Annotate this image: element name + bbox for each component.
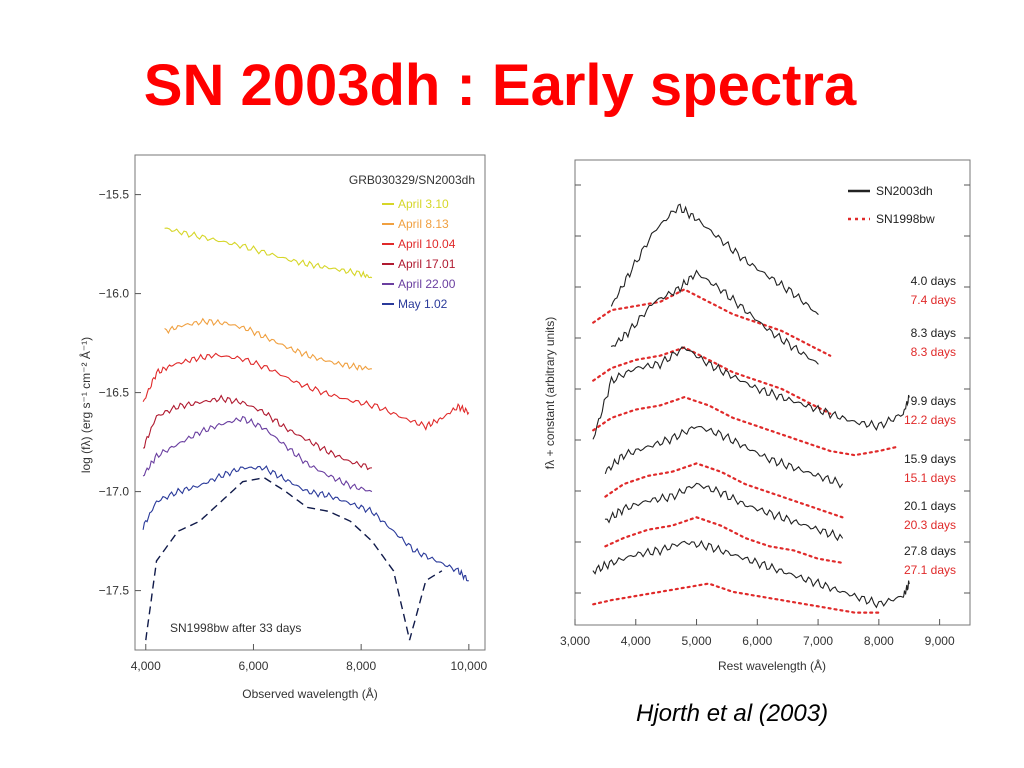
- right-series: [592, 203, 910, 614]
- right-epoch-sn2003dh: 20.1 days: [904, 499, 956, 513]
- right-x-tick-label: 7,000: [803, 634, 833, 648]
- left-legend-label: April 17.01: [398, 257, 456, 271]
- right-series-sn2003dh-4-0-days: [610, 203, 819, 315]
- right-epoch-labels: 4.0 days 7.4 days 8.3 days 8.3 days 9.9 days…: [904, 274, 956, 577]
- right-x-tick-label: 5,000: [682, 634, 712, 648]
- left-series: [142, 227, 470, 641]
- left-x-tick-label: 10,000: [450, 659, 487, 673]
- right-series-sn2003dh-15-9-days: [604, 425, 843, 489]
- right-series-sn1998bw-8-3-days: [592, 346, 832, 415]
- left-series-sn1998bw-after-33-days: [145, 476, 443, 641]
- right-legend: SN2003dh SN1998bw: [848, 184, 935, 226]
- left-legend-label: April 22.00: [398, 277, 456, 291]
- slide-title: SN 2003dh : Early spectra: [143, 53, 857, 118]
- right-epoch-sn2003dh: 4.0 days: [911, 274, 956, 288]
- right-x-tick-label: 3,000: [560, 634, 590, 648]
- left-annotation: SN1998bw after 33 days: [170, 621, 301, 635]
- left-x-tick-label: 4,000: [131, 659, 161, 673]
- left-legend: April 3.10 April 8.13 April 10.04 April 17.…: [382, 197, 456, 311]
- right-series-sn1998bw-7-4-days: [592, 288, 832, 357]
- right-x-tick-label: 8,000: [864, 634, 894, 648]
- right-x-tick-label: 4,000: [621, 634, 651, 648]
- left-y-tick-label: −16.5: [99, 386, 130, 400]
- right-epoch-sn1998bw: 27.1 days: [904, 563, 956, 577]
- left-legend-label: April 3.10: [398, 197, 449, 211]
- right-axes: 3,000 4,000 5,000 6,000 7,000 8,000 9,000: [560, 184, 970, 648]
- right-epoch-sn1998bw: 12.2 days: [904, 413, 956, 427]
- left-spectra-chart: 4,000 6,000 8,000 10,000 −15.5 −16.0 −16.5 −17.…: [78, 154, 488, 701]
- left-legend-label: April 8.13: [398, 217, 449, 231]
- right-series-sn1998bw-12-2-days: [592, 395, 899, 457]
- left-x-tick-label: 6,000: [238, 659, 268, 673]
- right-series-sn1998bw-15-1-days: [604, 462, 844, 519]
- right-x-tick-label: 9,000: [925, 634, 955, 648]
- left-y-tick-label: −15.5: [99, 188, 130, 202]
- citation: Hjorth et al (2003): [636, 700, 829, 727]
- right-legend-label: SN2003dh: [876, 184, 933, 198]
- left-series-april-10-04: [142, 352, 470, 431]
- left-legend-label: May 1.02: [398, 297, 448, 311]
- right-y-axis-label: fλ + constant (arbitrary units): [543, 317, 557, 469]
- right-series-sn2003dh-20-1-days: [604, 482, 843, 542]
- right-series-sn2003dh-9-9-days: [592, 346, 910, 440]
- right-plot-frame: [574, 159, 971, 626]
- left-y-axis-label: log (fλ) (erg s⁻¹ cm⁻² Å⁻¹): [78, 337, 93, 473]
- left-x-tick-label: 8,000: [346, 659, 376, 673]
- left-axes: 4,000 6,000 8,000 10,000 −15.5 −16.0 −16.5 −17.…: [99, 188, 488, 673]
- right-epoch-sn2003dh: 27.8 days: [904, 544, 956, 558]
- left-series-may-1-02: [142, 465, 469, 582]
- right-epoch-sn2003dh: 8.3 days: [911, 326, 956, 340]
- left-series-april-17-01: [142, 394, 372, 471]
- left-plot-frame: [134, 154, 486, 651]
- right-series-sn1998bw-27-1-days: [592, 582, 880, 614]
- right-x-axis-label: Rest wavelength (Å): [718, 658, 826, 673]
- right-series-sn2003dh-27-8-days: [592, 539, 910, 609]
- right-epoch-sn1998bw: 15.1 days: [904, 471, 956, 485]
- right-epoch-sn1998bw: 20.3 days: [904, 518, 956, 532]
- right-epoch-sn2003dh: 9.9 days: [911, 394, 956, 408]
- left-chart-title: GRB030329/SN2003dh: [349, 173, 475, 187]
- left-y-tick-label: −16.0: [99, 287, 130, 301]
- right-epoch-sn2003dh: 15.9 days: [904, 452, 956, 466]
- left-x-axis-label: Observed wavelength (Å): [242, 686, 377, 701]
- left-series-april-22-00: [142, 415, 373, 493]
- left-legend-label: April 10.04: [398, 237, 456, 251]
- left-y-tick-label: −17.5: [99, 584, 130, 598]
- right-series-sn1998bw-20-3-days: [604, 516, 844, 564]
- right-epoch-sn1998bw: 7.4 days: [911, 293, 956, 307]
- left-y-tick-label: −17.0: [99, 485, 130, 499]
- left-series-april-8-13: [164, 317, 372, 371]
- right-spectra-chart: 3,000 4,000 5,000 6,000 7,000 8,000 9,000 SN20…: [543, 159, 971, 673]
- left-series-april-3-10: [164, 227, 373, 279]
- right-legend-label: SN1998bw: [876, 212, 935, 226]
- right-x-tick-label: 6,000: [742, 634, 772, 648]
- right-series-sn2003dh-8-3-days: [610, 269, 819, 365]
- right-epoch-sn1998bw: 8.3 days: [911, 345, 956, 359]
